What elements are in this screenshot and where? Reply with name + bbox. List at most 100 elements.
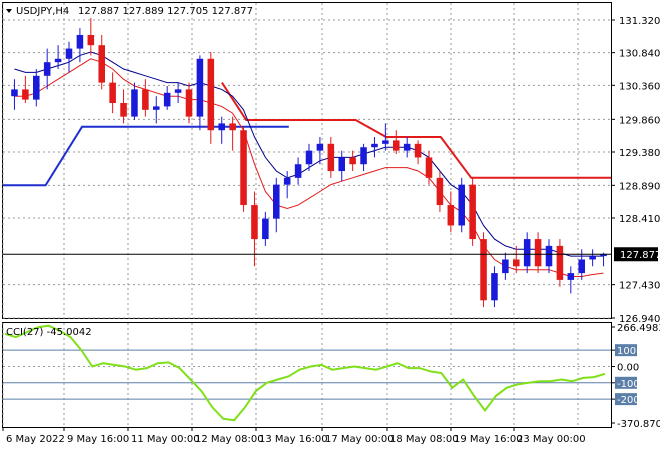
candle-body [273,184,280,219]
candlesticks [11,17,607,308]
time-tick-label: 18 May 08:00 [390,434,459,445]
triangle-down-icon[interactable] [6,9,12,13]
candle [65,41,73,73]
candle [22,75,29,104]
candle [371,137,378,158]
candle [523,232,531,274]
candle-body [349,157,356,165]
candle-body [469,184,476,240]
current-price-label: 127.877 [620,250,660,261]
candle [11,79,18,110]
candle-body [262,218,269,240]
candle [185,82,193,124]
price-tick-label: 128.890 [619,181,660,192]
candle-body [513,259,520,267]
candle-body [338,157,345,172]
candle [458,177,465,233]
candle [316,137,324,165]
cci-panel[interactable] [2,322,612,428]
candle-body [360,147,367,165]
candle-body [229,123,236,131]
candle-body [371,143,378,148]
price-tick-label: 129.380 [619,148,660,159]
candle [207,51,215,144]
candle [142,79,149,117]
candle [283,171,291,199]
candle [33,68,40,107]
candle-body [65,48,73,59]
candle [43,48,51,90]
candle [491,266,498,308]
candle [425,150,433,185]
candle-body [414,143,422,158]
candle-body [480,239,487,301]
candle [513,245,520,274]
time-tick-label: 11 May 00:00 [131,434,200,445]
candle-body [240,130,247,206]
candle [273,177,280,233]
candle [502,252,509,280]
candle-body [283,177,291,185]
candle [556,239,564,287]
candle [229,116,236,151]
candle [240,126,247,212]
candle-body [491,273,498,301]
candle-body [120,103,127,117]
candle-body [403,143,411,151]
candle [196,55,204,131]
candle-body [196,58,204,117]
candle [469,177,476,246]
candle [393,130,400,155]
candle [545,239,553,274]
candle-body [54,58,62,63]
candle [360,143,367,172]
cci-tick-label: -200 [617,395,640,406]
candle [218,116,225,144]
candle [294,157,302,185]
candle [262,211,269,246]
candle-body [109,82,116,104]
candle [600,252,607,267]
chart-ohlc: 127.887 127.889 127.705 127.877 [78,6,253,17]
candle [120,89,127,124]
candle-body [578,259,585,274]
candle [327,137,335,178]
candle-body [33,75,40,100]
candle [87,17,95,56]
candle-body [316,143,324,151]
candle-body [98,45,105,83]
time-tick-label: 23 May 00:00 [517,434,586,445]
current-price-marker: 127.877 [614,247,660,261]
time-tick-label: 6 May 2022 [6,434,65,445]
candle [98,34,105,90]
candle-body [11,89,18,97]
candle [480,232,487,308]
price-panel[interactable] [2,2,612,319]
time-tick-label: 19 May 16:00 [454,434,523,445]
price-axis: 131.320 130.840 130.360 129.860 129.380 128.8… [611,16,660,325]
candle [76,28,84,63]
price-tick-label: 130.360 [619,81,660,92]
candle-body [589,256,596,260]
candle [403,137,411,158]
cci-title: CCI(27) -45.0042 [6,327,92,338]
candle-body [43,62,51,76]
candle-body [523,239,531,267]
resistance-step-line [221,82,611,179]
candle [534,232,542,274]
time-tick-label: 12 May 08:00 [195,434,264,445]
cci-level-box [615,344,637,357]
candle [447,191,455,233]
current-price-box [614,247,658,262]
candle-body [207,58,215,131]
candle-body [174,89,182,93]
price-tick-label: 126.940 [619,314,660,325]
candle-body [305,150,313,165]
candle [305,143,313,172]
candle-body [76,34,84,49]
time-tick-label: 13 May 16:00 [259,434,328,445]
candle-body [382,140,389,144]
